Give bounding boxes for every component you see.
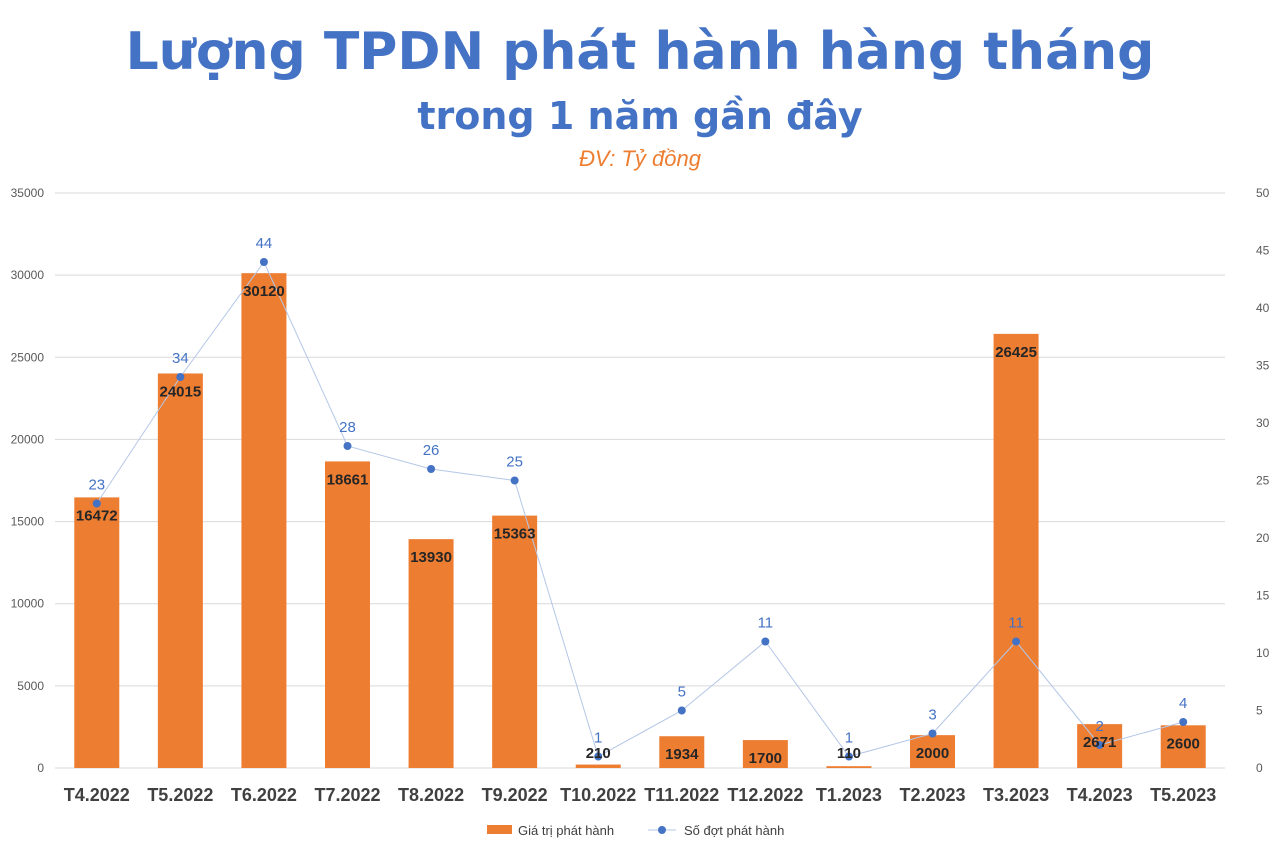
x-tick-label: T12.2022	[727, 785, 803, 805]
line-data-label: 44	[256, 235, 273, 252]
x-tick-label: T10.2022	[560, 785, 636, 805]
legend-line-label: Số đợt phát hành	[684, 823, 784, 838]
line-point	[427, 465, 436, 473]
bar-data-label: 1700	[749, 750, 782, 767]
bar	[826, 766, 872, 768]
y-right-tick-label: 20	[1256, 531, 1270, 545]
line-point	[92, 499, 101, 508]
line-point	[1012, 637, 1021, 646]
y-left-tick-label: 30000	[11, 268, 45, 282]
line-point	[677, 706, 686, 715]
x-tick-label: T2.2023	[899, 785, 965, 805]
y-left-tick-label: 25000	[11, 350, 45, 364]
bar	[659, 736, 705, 768]
line-data-label: 11	[758, 615, 774, 632]
x-tick-label: T6.2022	[231, 785, 297, 805]
y-right-tick-label: 40	[1256, 301, 1270, 315]
bar	[910, 735, 955, 768]
bar	[408, 539, 454, 768]
y-right-tick-label: 10	[1256, 646, 1270, 660]
bar-data-label: 13930	[410, 549, 452, 566]
y-left-tick-label: 35000	[11, 186, 45, 200]
line-data-label: 4	[1179, 695, 1187, 712]
bar-data-label: 2671	[1083, 734, 1116, 751]
y-right-tick-label: 0	[1256, 761, 1263, 775]
y-right-tick-label: 15	[1256, 589, 1270, 603]
line-data-label: 26	[423, 442, 440, 459]
bar-data-label: 30120	[243, 283, 285, 300]
bar-data-label: 210	[586, 745, 611, 762]
line-point	[510, 476, 519, 485]
bar-data-label: 16472	[76, 507, 118, 524]
bar	[742, 740, 788, 768]
line-point	[928, 729, 937, 738]
line-point	[176, 373, 185, 381]
bar	[74, 497, 120, 768]
y-right-tick-label: 45	[1256, 244, 1270, 258]
y-left-tick-label: 10000	[11, 597, 45, 611]
line-point	[1095, 741, 1104, 749]
bar-data-label: 18661	[327, 471, 369, 488]
line-data-label: 1	[845, 730, 853, 747]
line-point	[259, 258, 268, 266]
x-tick-label: T9.2022	[482, 785, 548, 805]
bar	[241, 273, 287, 768]
x-tick-label: T3.2023	[983, 785, 1049, 805]
line-point	[1179, 718, 1188, 726]
bar	[157, 373, 203, 768]
line-point	[761, 637, 770, 646]
x-tick-label: T5.2023	[1150, 785, 1216, 805]
x-tick-label: T11.2022	[644, 785, 719, 805]
y-right-tick-label: 25	[1256, 474, 1270, 488]
chart-title: Lượng TPDN phát hành hàng tháng	[125, 22, 1155, 82]
line-data-label: 11	[1008, 615, 1024, 632]
line-data-label: 28	[339, 419, 356, 436]
y-left-tick-label: 15000	[11, 515, 45, 529]
y-right-tick-label: 35	[1256, 359, 1270, 373]
y-left-tick-label: 0	[37, 761, 44, 775]
bar	[1160, 725, 1206, 768]
line-point	[844, 752, 853, 761]
line-data-label: 5	[678, 684, 686, 701]
series-line	[96, 261, 1184, 758]
bar-data-label: 2600	[1167, 735, 1200, 752]
chart-subtitle: trong 1 năm gần đây	[417, 94, 863, 138]
line-data-label: 25	[506, 454, 523, 471]
x-tick-label: T8.2022	[398, 785, 464, 805]
x-tick-label: T4.2023	[1067, 785, 1133, 805]
y-right-tick-label: 30	[1256, 416, 1270, 430]
bar-data-label: 2000	[916, 745, 949, 762]
y-left-tick-label: 5000	[17, 679, 44, 693]
line-point	[594, 752, 603, 761]
bar	[575, 764, 621, 768]
line-data-label: 2	[1095, 718, 1103, 735]
y-right-tick-label: 50	[1256, 186, 1270, 200]
legend-line-marker	[658, 826, 666, 834]
line-data-label: 1	[594, 730, 602, 747]
bar	[325, 461, 370, 768]
line-data-label: 3	[928, 707, 936, 724]
x-tick-label: T5.2022	[147, 785, 213, 805]
legend-bar-swatch	[487, 825, 512, 834]
bar	[492, 515, 538, 768]
x-tick-label: T4.2022	[64, 785, 130, 805]
bar	[993, 333, 1039, 768]
y-left-tick-label: 20000	[11, 432, 45, 446]
x-tick-label: T1.2023	[816, 785, 882, 805]
y-right-tick-label: 5	[1256, 704, 1263, 718]
line-data-label: 34	[172, 350, 189, 367]
unit-note: ĐV: Tỷ đồng	[579, 146, 701, 171]
line-data-label: 23	[88, 477, 105, 494]
bar-data-label: 15363	[494, 526, 536, 543]
x-tick-label: T7.2022	[314, 785, 380, 805]
bar-data-label: 1934	[665, 746, 699, 763]
bar-data-label: 26425	[995, 344, 1037, 361]
line-point	[343, 442, 352, 450]
bar-data-label: 110	[837, 745, 861, 762]
legend-bar-label: Giá trị phát hành	[518, 823, 614, 838]
bar-data-label: 24015	[159, 383, 201, 400]
